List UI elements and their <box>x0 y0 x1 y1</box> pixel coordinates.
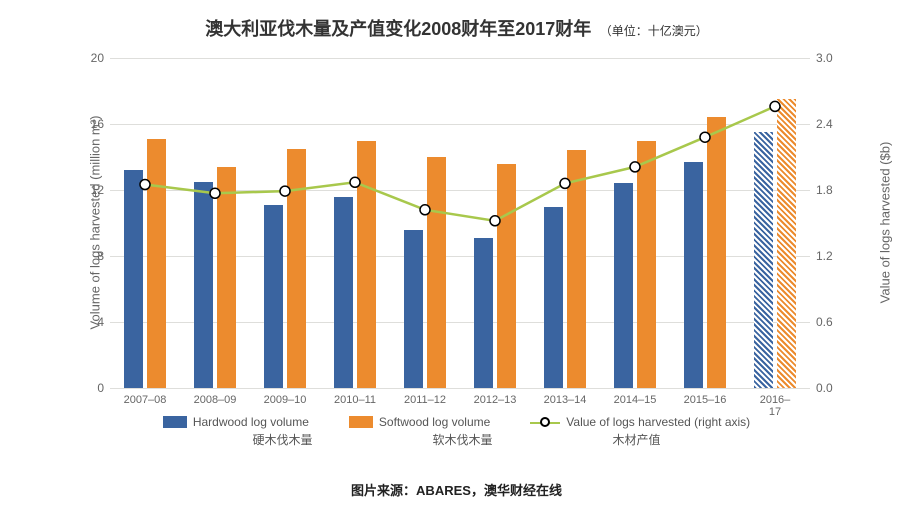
legend-value-zh: 木材产值 <box>613 431 661 448</box>
bar-hardwood <box>754 132 774 388</box>
bar-hardwood <box>334 197 354 388</box>
bar-softwood <box>427 157 447 388</box>
y-left-tick: 12 <box>64 183 104 197</box>
chart-title: 澳大利亚伐木量及产值变化2008财年至2017财年 （单位：十亿澳元） <box>0 0 913 41</box>
y-left-tick: 0 <box>64 381 104 395</box>
bar-hardwood <box>474 238 494 388</box>
y-left-tick: 20 <box>64 51 104 65</box>
x-tick-label: 2011–12 <box>404 394 446 406</box>
grid-line <box>110 58 810 59</box>
y-right-tick: 2.4 <box>816 117 856 131</box>
y-right-tick: 0.6 <box>816 315 856 329</box>
y-right-tick: 1.8 <box>816 183 856 197</box>
bar-hardwood <box>544 207 564 389</box>
y-right-tick: 1.2 <box>816 249 856 263</box>
title-sub: （单位：十亿澳元） <box>600 24 708 38</box>
legend-softwood-zh: 软木伐木量 <box>432 431 492 448</box>
y-left-tick: 8 <box>64 249 104 263</box>
grid-line <box>110 256 810 257</box>
x-tick-label: 2007–08 <box>124 394 167 406</box>
x-tick-label: 2015–16 <box>684 394 727 406</box>
y-right-tick: 3.0 <box>816 51 856 65</box>
legend-softwood: Softwood log volume <box>349 415 490 429</box>
legend: Hardwood log volume Softwood log volume … <box>0 415 913 448</box>
y-left-tick: 16 <box>64 117 104 131</box>
y-right-axis-title: Value of logs harvested ($b) <box>878 58 893 388</box>
legend-hardwood-zh: 硬木伐木量 <box>252 431 312 448</box>
bar-softwood <box>287 149 307 388</box>
bar-hardwood <box>264 205 284 388</box>
chart-plot-area: 0481216200.00.61.21.82.43.02007–082008–0… <box>110 58 810 388</box>
bar-hardwood <box>404 230 424 388</box>
bar-hardwood <box>614 183 634 388</box>
bar-softwood <box>357 141 377 389</box>
grid-line <box>110 124 810 125</box>
bar-hardwood <box>124 170 144 388</box>
bar-softwood <box>147 139 167 388</box>
source-text: 图片来源：ABARES，澳华财经在线 <box>0 480 913 499</box>
legend-value: Value of logs harvested (right axis) <box>530 415 750 429</box>
y-right-tick: 0.0 <box>816 381 856 395</box>
legend-swatch-hardwood <box>163 416 187 428</box>
legend-softwood-label: Softwood log volume <box>379 415 490 429</box>
x-tick-label: 2010–11 <box>334 394 376 406</box>
bar-hardwood <box>684 162 704 388</box>
legend-line-icon <box>530 416 560 428</box>
title-main: 澳大利亚伐木量及产值变化2008财年至2017财年 <box>205 19 591 39</box>
grid-line <box>110 388 810 389</box>
bar-softwood <box>217 167 237 388</box>
legend-swatch-softwood <box>349 416 373 428</box>
bar-softwood <box>777 99 797 388</box>
bar-softwood <box>637 141 657 389</box>
bar-hardwood <box>194 182 214 388</box>
x-tick-label: 2014–15 <box>614 394 657 406</box>
bar-softwood <box>567 150 587 388</box>
bar-softwood <box>497 164 517 388</box>
x-tick-label: 2008–09 <box>194 394 237 406</box>
x-tick-label: 2009–10 <box>264 394 307 406</box>
grid-line <box>110 190 810 191</box>
bar-softwood <box>707 117 727 388</box>
grid-line <box>110 322 810 323</box>
x-tick-label: 2012–13 <box>474 394 517 406</box>
legend-hardwood-label: Hardwood log volume <box>193 415 309 429</box>
legend-value-label: Value of logs harvested (right axis) <box>566 415 750 429</box>
y-left-axis-title: Volume of logs harvested (million m³) <box>88 58 103 388</box>
legend-hardwood: Hardwood log volume <box>163 415 309 429</box>
y-left-tick: 4 <box>64 315 104 329</box>
x-tick-label: 2013–14 <box>544 394 587 406</box>
